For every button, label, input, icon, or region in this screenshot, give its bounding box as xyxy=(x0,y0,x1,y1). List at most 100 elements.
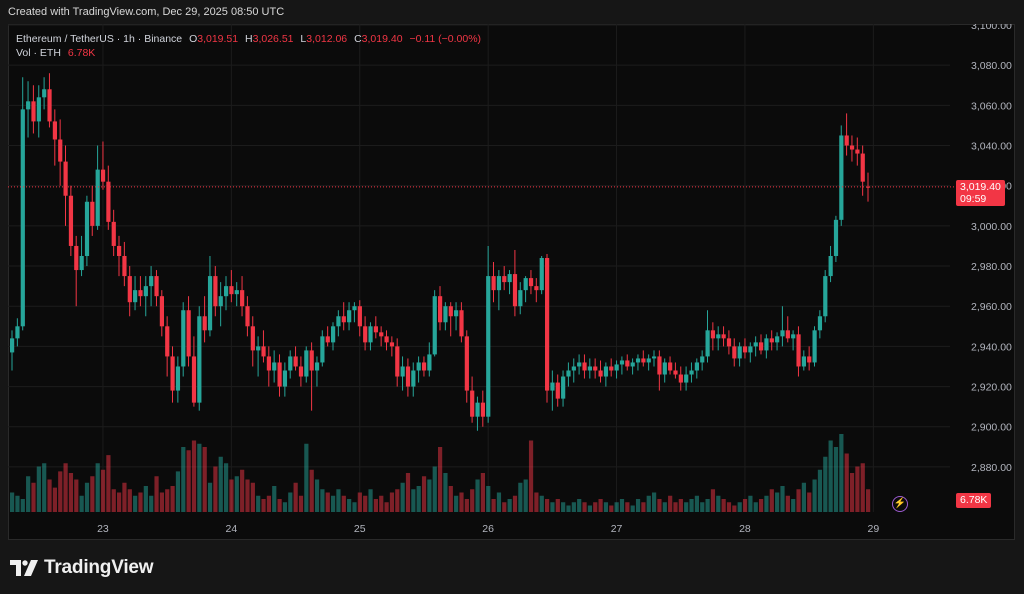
volume-bar xyxy=(133,495,138,512)
volume-bar xyxy=(502,502,507,512)
volume-bar xyxy=(405,473,411,512)
volume-bar xyxy=(641,502,646,512)
candle-body xyxy=(363,326,368,343)
volume-bar xyxy=(817,469,823,512)
volume-bar xyxy=(224,463,229,512)
candle-body xyxy=(769,338,774,343)
tradingview-brand: TradingView xyxy=(10,557,154,579)
candle-body xyxy=(817,316,823,331)
candle-body xyxy=(170,356,175,391)
candle-body xyxy=(448,306,453,317)
candle-body xyxy=(127,276,132,303)
candle-body xyxy=(603,366,609,377)
volume-bar xyxy=(812,479,817,512)
volume-bar xyxy=(47,479,52,512)
volume-bar xyxy=(79,495,84,512)
volume-bar xyxy=(561,502,566,512)
candle-body xyxy=(111,221,116,246)
volume-bar xyxy=(218,456,223,512)
candle-body xyxy=(512,274,518,307)
volume-bar xyxy=(111,489,116,512)
y-tick-label: 2,900.00 xyxy=(971,422,1012,434)
volume-bar xyxy=(448,486,453,512)
volume-bar xyxy=(700,502,705,512)
volume-bar xyxy=(10,492,15,512)
candle-body xyxy=(748,346,753,353)
candle-body xyxy=(331,326,336,343)
volume-bar xyxy=(603,502,609,512)
x-tick-label: 23 xyxy=(97,523,109,535)
volume-bar xyxy=(68,473,74,512)
volume-bar xyxy=(74,479,79,512)
candle-body xyxy=(347,310,352,323)
candle-body xyxy=(106,181,111,222)
volume-bar xyxy=(780,486,785,512)
candle-body xyxy=(293,356,298,367)
high-value: 3,026.51 xyxy=(252,33,294,45)
candle-body xyxy=(812,330,817,363)
volume-bar xyxy=(550,502,555,512)
candle-body xyxy=(100,169,106,182)
candle-body xyxy=(416,362,421,371)
volume-label[interactable]: Vol · ETH xyxy=(16,47,61,59)
candle-body xyxy=(218,296,223,307)
volume-bar xyxy=(20,499,25,512)
candle-body xyxy=(314,362,320,371)
candle-body xyxy=(539,258,544,291)
candle-body xyxy=(207,276,213,331)
volume-bar xyxy=(432,466,437,512)
volume-bar xyxy=(796,489,801,512)
candle-body xyxy=(577,362,582,367)
candle-body xyxy=(186,310,191,357)
candle-body xyxy=(721,334,726,339)
candle-body xyxy=(298,366,304,377)
candle-body xyxy=(266,356,271,371)
candle-body xyxy=(828,256,833,277)
candle-body xyxy=(213,276,218,307)
candle-body xyxy=(518,290,523,307)
candle-body xyxy=(389,342,395,347)
candle-body xyxy=(47,89,52,122)
volume-bar xyxy=(470,489,475,512)
volume-bar xyxy=(759,499,764,512)
volume-bar xyxy=(309,469,314,512)
y-tick-label: 3,080.00 xyxy=(971,60,1012,72)
candle-body xyxy=(256,346,261,351)
volume-bar xyxy=(459,492,464,512)
candle-body xyxy=(545,258,550,391)
symbol-legend: Ethereum / TetherUS · 1h · Binance O3,01… xyxy=(16,33,481,45)
volume-bar xyxy=(705,499,710,512)
candle-body xyxy=(652,356,657,359)
symbol-title[interactable]: Ethereum / TetherUS · 1h · Binance xyxy=(16,33,183,45)
lightning-icon[interactable]: ⚡ xyxy=(892,496,908,512)
volume-bar xyxy=(555,499,560,512)
volume-bar xyxy=(486,486,491,512)
candle-body xyxy=(58,139,63,162)
candle-body xyxy=(443,306,448,323)
candle-body xyxy=(534,286,539,291)
volume-bar xyxy=(775,492,780,512)
volume-bar xyxy=(716,495,721,512)
candle-body xyxy=(240,290,245,307)
candle-body xyxy=(250,326,255,351)
candlestick-chart[interactable]: 3,100.003,080.003,060.003,040.003,020.00… xyxy=(8,24,1015,540)
volume-bar xyxy=(512,495,518,512)
volume-value: 6.78K xyxy=(67,47,96,59)
volume-bar xyxy=(657,499,662,512)
candle-body xyxy=(780,330,785,337)
volume-bar xyxy=(609,505,614,512)
candle-body xyxy=(678,374,683,383)
candle-body xyxy=(726,338,732,347)
volume-bar xyxy=(149,495,154,512)
volume-bar xyxy=(855,466,860,512)
volume-bar xyxy=(866,489,871,512)
candle-body xyxy=(619,360,625,365)
candle-body xyxy=(42,89,47,98)
volume-bar xyxy=(534,492,539,512)
candle-body xyxy=(528,278,534,287)
volume-bar xyxy=(523,479,528,512)
volume-bar xyxy=(31,482,36,512)
candle-body xyxy=(31,101,36,122)
candle-body xyxy=(421,362,427,371)
candle-body xyxy=(224,286,229,297)
